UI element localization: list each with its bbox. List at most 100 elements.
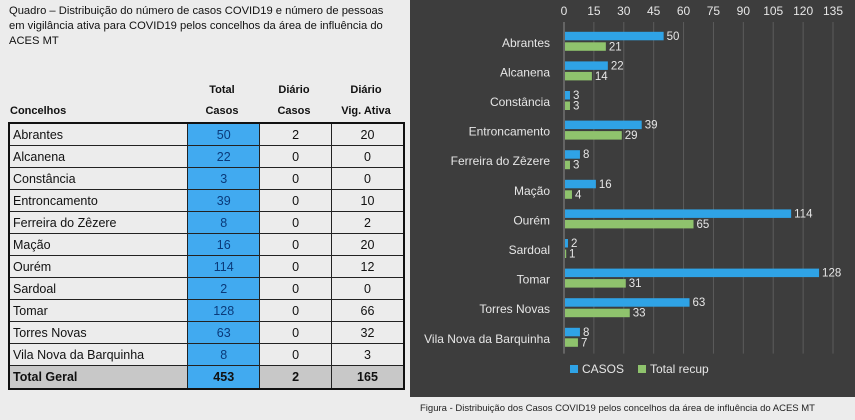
category-label: Tomar [517, 273, 550, 287]
x-tick-label: 0 [561, 4, 568, 18]
category-label: Abrantes [502, 36, 550, 50]
bar-chart: 0 15 30 45 60 75 90 105 120 135 Abrantes 50 21 Alcane… [424, 4, 843, 376]
data-label: 1 [569, 249, 575, 261]
total-cases-cell: 453 [187, 365, 261, 390]
bar-total-recup [565, 101, 570, 110]
concelho-cell: Abrantes [8, 122, 189, 146]
table-panel: Quadro – Distribuição do número de casos… [0, 0, 405, 420]
bar-total-recup [565, 190, 572, 199]
data-label: 65 [697, 219, 710, 231]
total-row: Total Geral 453 2 165 [8, 365, 405, 390]
legend-label: CASOS [582, 362, 624, 376]
table-row: Ourém 114 0 12 [8, 255, 405, 278]
category-label: Entroncamento [469, 125, 551, 139]
data-label: 7 [581, 337, 587, 349]
concelho-cell: Entroncamento [8, 189, 189, 212]
header-diario-top: Diário [278, 84, 310, 96]
bar-total-recup [565, 71, 592, 81]
daily-vig-cell: 0 [330, 167, 405, 190]
daily-cases-cell: 0 [259, 211, 332, 234]
cases-table: Abrantes 50 2 20 Alcanena 22 0 0 Constância 3 0 0 En… [8, 122, 405, 390]
table-row: Abrantes 50 2 20 [8, 122, 405, 146]
data-label: 33 [633, 308, 646, 320]
data-label: 8 [583, 327, 589, 339]
daily-cases-cell: 0 [259, 233, 332, 256]
total-cases-cell: 22 [187, 145, 261, 168]
table-row: Ferreira do Zêzere 8 0 2 [8, 211, 405, 234]
bar-total-recup [565, 279, 626, 288]
total-cases-cell: 3 [187, 167, 261, 190]
header-concelhos: Concelhos [10, 105, 67, 117]
bar-casos [565, 179, 596, 189]
total-cases-cell: 8 [187, 211, 261, 234]
bar-casos [565, 61, 608, 70]
total-cases-cell: 16 [187, 233, 261, 256]
x-tick-label: 45 [647, 4, 661, 18]
data-label: 128 [822, 268, 841, 280]
bar-total-recup [565, 308, 630, 318]
daily-vig-cell: 32 [330, 321, 405, 344]
category-label: Mação [514, 184, 550, 198]
concelho-cell: Sardoal [8, 277, 189, 300]
bar-casos [565, 150, 580, 159]
bar-casos [565, 239, 568, 248]
table-row: Entroncamento 39 0 10 [8, 189, 405, 212]
daily-cases-cell: 2 [259, 365, 332, 390]
bar-total-recup [565, 131, 622, 140]
bar-total-recup [565, 160, 570, 170]
daily-vig-cell: 0 [330, 145, 405, 168]
table-title: Quadro – Distribuição do número de casos… [9, 5, 384, 47]
daily-vig-cell: 10 [330, 189, 405, 212]
bar-casos [565, 209, 792, 218]
daily-cases-cell: 0 [259, 343, 332, 366]
concelho-cell: Tomar [8, 299, 189, 322]
data-label: 31 [629, 278, 642, 290]
daily-vig-cell: 66 [330, 299, 405, 322]
x-tick-label: 15 [587, 4, 601, 18]
x-tick-label: 75 [707, 4, 721, 18]
daily-vig-cell: 3 [330, 343, 405, 366]
legend-swatch [570, 365, 578, 373]
category-label: Torres Novas [479, 302, 550, 316]
data-label: 22 [611, 60, 624, 72]
total-cases-cell: 2 [187, 277, 261, 300]
daily-vig-cell: 0 [330, 277, 405, 300]
total-cases-cell: 63 [187, 321, 261, 344]
daily-cases-cell: 0 [259, 167, 332, 190]
bar-total-recup [565, 338, 578, 347]
daily-vig-cell: 20 [330, 122, 405, 146]
header-vig-bottom: Vig. Ativa [341, 105, 391, 117]
bar-casos [565, 31, 664, 41]
table-row: Tomar 128 0 66 [8, 299, 405, 322]
data-label: 4 [575, 189, 582, 201]
header-total-top: Total [209, 84, 235, 96]
table-row: Torres Novas 63 0 32 [8, 321, 405, 344]
bar-casos [565, 91, 570, 100]
daily-cases-cell: 0 [259, 321, 332, 344]
daily-vig-cell: 165 [330, 365, 405, 390]
daily-cases-cell: 0 [259, 255, 332, 278]
concelho-cell: Ferreira do Zêzere [8, 211, 189, 234]
x-tick-label: 135 [823, 4, 843, 18]
data-label: 3 [573, 101, 579, 113]
data-label: 16 [599, 179, 612, 191]
table-row: Sardoal 2 0 0 [8, 277, 405, 300]
bar-total-recup [565, 219, 694, 229]
table-row: Vila Nova da Barquinha 8 0 3 [8, 343, 405, 366]
bar-casos [565, 120, 642, 130]
x-tick-label: 105 [763, 4, 783, 18]
x-tick-label: 90 [737, 4, 751, 18]
daily-vig-cell: 20 [330, 233, 405, 256]
legend-swatch [638, 365, 646, 373]
category-label: Ferreira do Zêzere [451, 154, 551, 168]
concelho-cell: Vila Nova da Barquinha [8, 343, 189, 366]
data-label: 39 [645, 120, 658, 132]
daily-cases-cell: 0 [259, 145, 332, 168]
bar-total-recup [565, 249, 567, 258]
header-diario-bottom: Casos [277, 105, 311, 117]
daily-cases-cell: 2 [259, 122, 332, 146]
concelho-cell: Ourém [8, 255, 189, 278]
data-label: 8 [583, 149, 589, 161]
daily-cases-cell: 0 [259, 299, 332, 322]
header-total-bottom: Casos [205, 105, 239, 117]
